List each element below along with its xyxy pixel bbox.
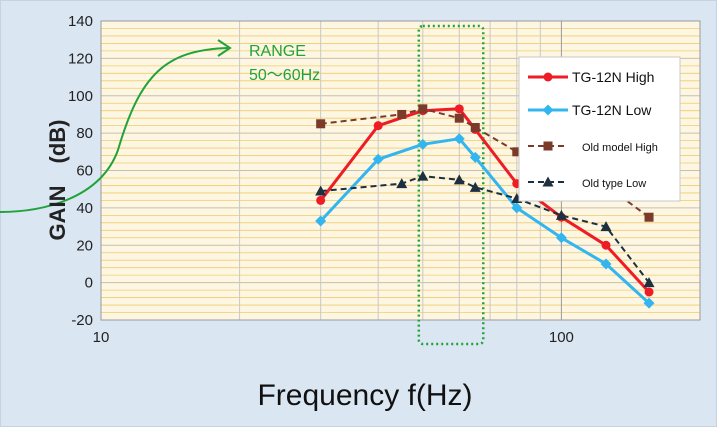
grid-lines (100, 20, 701, 321)
data-point-series-2 (453, 133, 465, 145)
data-point-series-4 (555, 209, 567, 220)
range-annotation-line1: RANGE (249, 43, 306, 60)
data-point-series-4 (600, 221, 612, 232)
range-highlight-box (417, 24, 485, 346)
data-point-series-4 (643, 277, 655, 288)
legend-marker-1 (543, 72, 553, 82)
data-point-series-1 (644, 287, 654, 297)
data-point-series-1 (601, 240, 611, 250)
data-point-series-1 (316, 195, 326, 205)
legend: TG-12N High TG-12N Low Old model High Old t… (518, 56, 681, 202)
data-point-series-3 (418, 104, 428, 114)
legend-marker-3 (543, 141, 553, 151)
y-tick-label: 40 (76, 200, 93, 217)
data-point-series-3 (454, 113, 464, 123)
range-box-layer (417, 24, 485, 346)
legend-label-1: TG-12N High (572, 69, 654, 85)
y-tick-label: 100 (68, 88, 93, 105)
axis-labels-layer: -20 0 20 40 60 80 100 120 140 10 100 (68, 13, 574, 346)
x-tick-label: 100 (549, 329, 574, 346)
data-point-series-2 (600, 258, 612, 270)
data-point-series-4 (417, 170, 429, 181)
data-point-series-4 (396, 178, 408, 189)
y-axis-title: GAIN (dB) (45, 120, 70, 241)
data-point-series-4 (315, 185, 327, 196)
data-point-series-2 (417, 138, 429, 150)
data-point-series-1 (454, 104, 464, 114)
y-tick-label: 60 (76, 163, 93, 180)
data-point-series-3 (470, 123, 480, 133)
y-tick-label: 120 (68, 50, 93, 67)
data-point-series-2 (511, 202, 523, 214)
data-point-series-2 (315, 215, 327, 227)
data-point-series-4 (469, 181, 481, 192)
data-point-series-2 (469, 151, 481, 163)
legend-marker-2 (542, 104, 554, 116)
legend-box (518, 56, 681, 202)
range-arrow (0, 47, 229, 213)
data-point-series-2 (555, 232, 567, 244)
plot-border (100, 20, 701, 321)
legend-marker-4 (542, 176, 554, 187)
data-point-series-2 (372, 153, 384, 165)
data-point-series-3 (397, 109, 407, 119)
x-axis-title: Frequency f(Hz) (257, 379, 472, 412)
legend-label-2: TG-12N Low (572, 102, 652, 118)
annotation-layer: RANGE 50～60Hz (0, 39, 320, 213)
y-tick-label: 20 (76, 237, 93, 254)
y-tick-label: 0 (85, 275, 93, 292)
range-arrow-head (217, 39, 232, 57)
legend-label-3: Old model High (582, 142, 658, 154)
data-point-series-2 (643, 297, 655, 309)
data-point-series-3 (316, 119, 326, 129)
data-point-series-3 (512, 147, 522, 157)
y-tick-label: -20 (71, 312, 93, 329)
y-tick-label: 80 (76, 125, 93, 142)
data-point-series-3 (644, 212, 654, 222)
range-annotation-line2: 50～60Hz (249, 67, 320, 84)
y-tick-label: 140 (68, 13, 93, 30)
data-point-series-4 (453, 174, 465, 185)
series-layer (315, 104, 655, 309)
data-point-series-1 (373, 121, 383, 131)
legend-label-4: Old type Low (582, 178, 646, 190)
x-tick-label: 10 (93, 329, 110, 346)
